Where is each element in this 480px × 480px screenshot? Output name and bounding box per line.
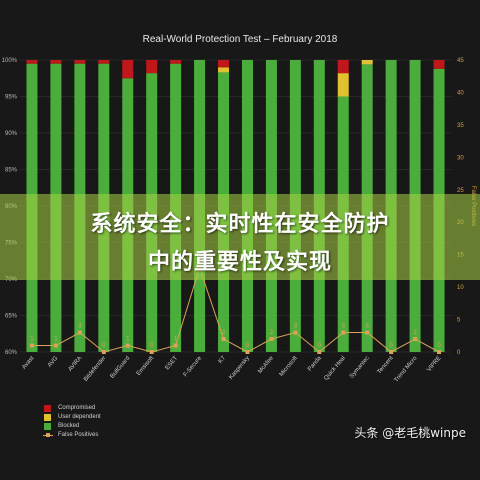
false-positive-point	[53, 343, 58, 348]
legend-marker-false-positives	[46, 433, 50, 437]
legend-label-blocked: Blocked	[58, 423, 80, 429]
false-positive-line: 1130101132023033020	[29, 259, 442, 354]
false-positive-label: 1	[54, 337, 58, 343]
false-positive-point	[341, 330, 346, 335]
false-positive-label: 3	[294, 324, 298, 330]
false-positive-label: 3	[366, 324, 370, 330]
false-positive-point	[77, 330, 82, 335]
bar-compromised	[170, 60, 182, 64]
bar-user-dependent	[361, 60, 373, 65]
bar-user-dependent	[337, 73, 349, 97]
false-positive-label: 2	[270, 330, 274, 336]
false-positive-point	[293, 330, 298, 335]
false-positive-label: 0	[246, 343, 250, 349]
legend-swatch-compromised	[44, 405, 51, 412]
y-right-tick-label: 40	[457, 90, 464, 96]
false-positive-label: 1	[30, 337, 34, 343]
y-right-tick-label: 30	[457, 155, 464, 161]
bar-compromised	[74, 60, 86, 64]
watermark-text: 头条 @老毛桃winpe	[354, 426, 466, 440]
legend-swatch-user-dependent	[44, 414, 51, 421]
bar-compromised	[26, 60, 38, 64]
overlay-banner	[0, 194, 480, 280]
overlay-headline-line1: 系统安全：实时性在安全防护	[90, 212, 390, 237]
bar-compromised	[98, 60, 110, 64]
x-tick-label: K7	[218, 355, 228, 365]
y-left-tick-label: 85%	[5, 168, 18, 174]
false-positive-point	[437, 350, 442, 354]
chart-title: Real-World Protection Test – February 20…	[143, 34, 338, 45]
false-positive-point	[317, 350, 322, 354]
false-positive-point	[221, 337, 226, 342]
bar-compromised	[50, 60, 62, 64]
false-positive-label: 0	[318, 343, 322, 349]
false-positive-label: 0	[102, 343, 106, 349]
overlay-headline-line2: 中的重要性及实现	[147, 250, 332, 275]
bar-compromised	[218, 60, 230, 68]
false-positives-line	[31, 266, 440, 353]
y-left-tick-label: 95%	[5, 95, 18, 101]
false-positive-label: 3	[78, 324, 82, 330]
y-right-tick-label: 0	[457, 350, 461, 356]
false-positive-point	[149, 350, 154, 354]
false-positive-label: 0	[150, 343, 154, 349]
false-positive-point	[413, 337, 418, 342]
y-left-tick-label: 100%	[2, 58, 18, 64]
false-positive-point	[365, 330, 370, 335]
false-positive-point	[173, 343, 178, 348]
bar-compromised	[433, 60, 445, 69]
false-positive-label: 2	[222, 330, 226, 336]
false-positive-point	[29, 343, 34, 348]
false-positive-label: 0	[437, 343, 441, 349]
y-left-tick-label: 70%	[5, 277, 18, 283]
legend-label-false-positives: False Positives	[58, 432, 99, 438]
false-positive-point	[101, 350, 106, 354]
legend-swatch-blocked	[44, 423, 51, 430]
false-positive-point	[125, 343, 130, 348]
y-left-tick-label: 65%	[5, 314, 18, 320]
false-positive-label: 3	[342, 324, 346, 330]
false-positive-point	[245, 350, 250, 354]
bar-user-dependent	[218, 67, 230, 73]
legend-label-user-dependent: User dependent	[58, 414, 101, 420]
false-positive-label: 0	[389, 343, 393, 349]
false-positive-point	[269, 337, 274, 342]
legend-label-compromised: Compromised	[58, 405, 96, 411]
false-positive-label: 2	[413, 330, 417, 336]
false-positive-point	[389, 350, 394, 354]
y-right-tick-label: 45	[457, 58, 464, 64]
y-right-tick-label: 35	[457, 123, 464, 129]
y-right-tick-label: 5	[457, 318, 461, 324]
false-positive-label: 1	[174, 337, 178, 343]
bar-compromised	[122, 60, 134, 79]
y-left-tick-label: 90%	[5, 131, 18, 137]
y-right-tick-label: 10	[457, 285, 464, 291]
bar-compromised	[146, 60, 158, 74]
y-right-tick-label: 25	[457, 188, 464, 194]
y-left-tick-label: 60%	[5, 350, 18, 356]
false-positive-label: 1	[126, 337, 130, 343]
bar-compromised	[337, 60, 349, 74]
chart-legend: Compromised User dependent Blocked False…	[43, 404, 156, 444]
